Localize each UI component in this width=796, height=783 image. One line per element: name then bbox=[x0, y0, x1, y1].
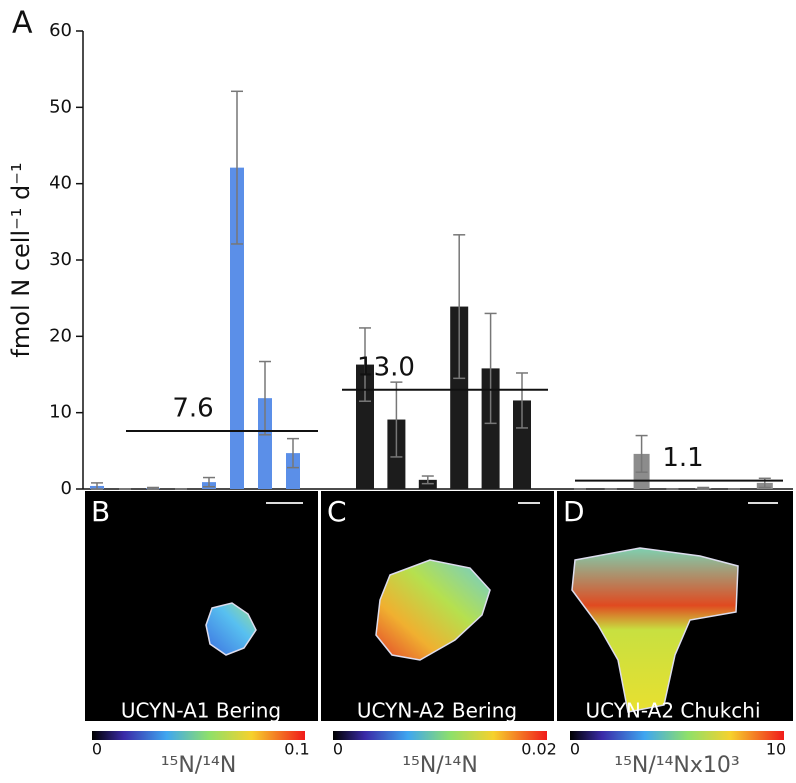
mean-label: 7.6 bbox=[172, 393, 213, 423]
bar bbox=[258, 398, 272, 489]
scale-max: 0.02 bbox=[521, 740, 557, 759]
y-tick-label: 10 bbox=[49, 402, 72, 423]
colorbar bbox=[92, 731, 305, 740]
panel-caption: UCYN-A1 Bering bbox=[121, 699, 281, 723]
y-tick-label: 50 bbox=[49, 96, 72, 117]
y-tick-label: 60 bbox=[49, 20, 72, 41]
cell-blob bbox=[571, 547, 739, 713]
scale-min: 0 bbox=[333, 740, 343, 759]
cell-blob bbox=[205, 602, 257, 656]
mean-label: 1.1 bbox=[662, 443, 703, 473]
y-axis-label: fmol N cell⁻¹ d⁻¹ bbox=[7, 162, 35, 357]
panel-letter: D bbox=[563, 495, 585, 528]
panel-letter: A bbox=[12, 6, 33, 41]
y-tick-label: 40 bbox=[49, 173, 72, 194]
mean-label: 13.0 bbox=[357, 352, 415, 382]
panel-b-image bbox=[85, 491, 318, 721]
panel-letter: C bbox=[327, 495, 347, 528]
cell-blob bbox=[375, 559, 491, 661]
bar bbox=[230, 167, 244, 490]
bar bbox=[356, 364, 374, 489]
panel-caption: UCYN-A2 Chukchi bbox=[585, 699, 760, 723]
image-panels bbox=[85, 491, 793, 740]
bar bbox=[286, 453, 300, 489]
panel-letter: B bbox=[91, 495, 110, 528]
y-tick-label: 30 bbox=[49, 249, 72, 270]
y-tick-label: 0 bbox=[61, 478, 72, 499]
panel-caption: UCYN-A2 Bering bbox=[357, 699, 517, 723]
scale-label: ¹⁵N/¹⁴Nx10³ bbox=[614, 753, 739, 778]
colorbar bbox=[570, 731, 784, 740]
colorbar bbox=[333, 731, 547, 740]
scale-label: ¹⁵N/¹⁴N bbox=[161, 753, 237, 778]
scale-label: ¹⁵N/¹⁴N bbox=[402, 753, 478, 778]
bar bbox=[450, 306, 469, 489]
bar bbox=[418, 479, 437, 489]
y-tick-label: 20 bbox=[49, 325, 72, 346]
bar bbox=[481, 368, 500, 489]
bar bbox=[513, 400, 531, 489]
scale-max: 0.1 bbox=[284, 740, 309, 759]
scale-min: 0 bbox=[570, 740, 580, 759]
scale-min: 0 bbox=[92, 740, 102, 759]
scale-max: 10 bbox=[766, 740, 786, 759]
